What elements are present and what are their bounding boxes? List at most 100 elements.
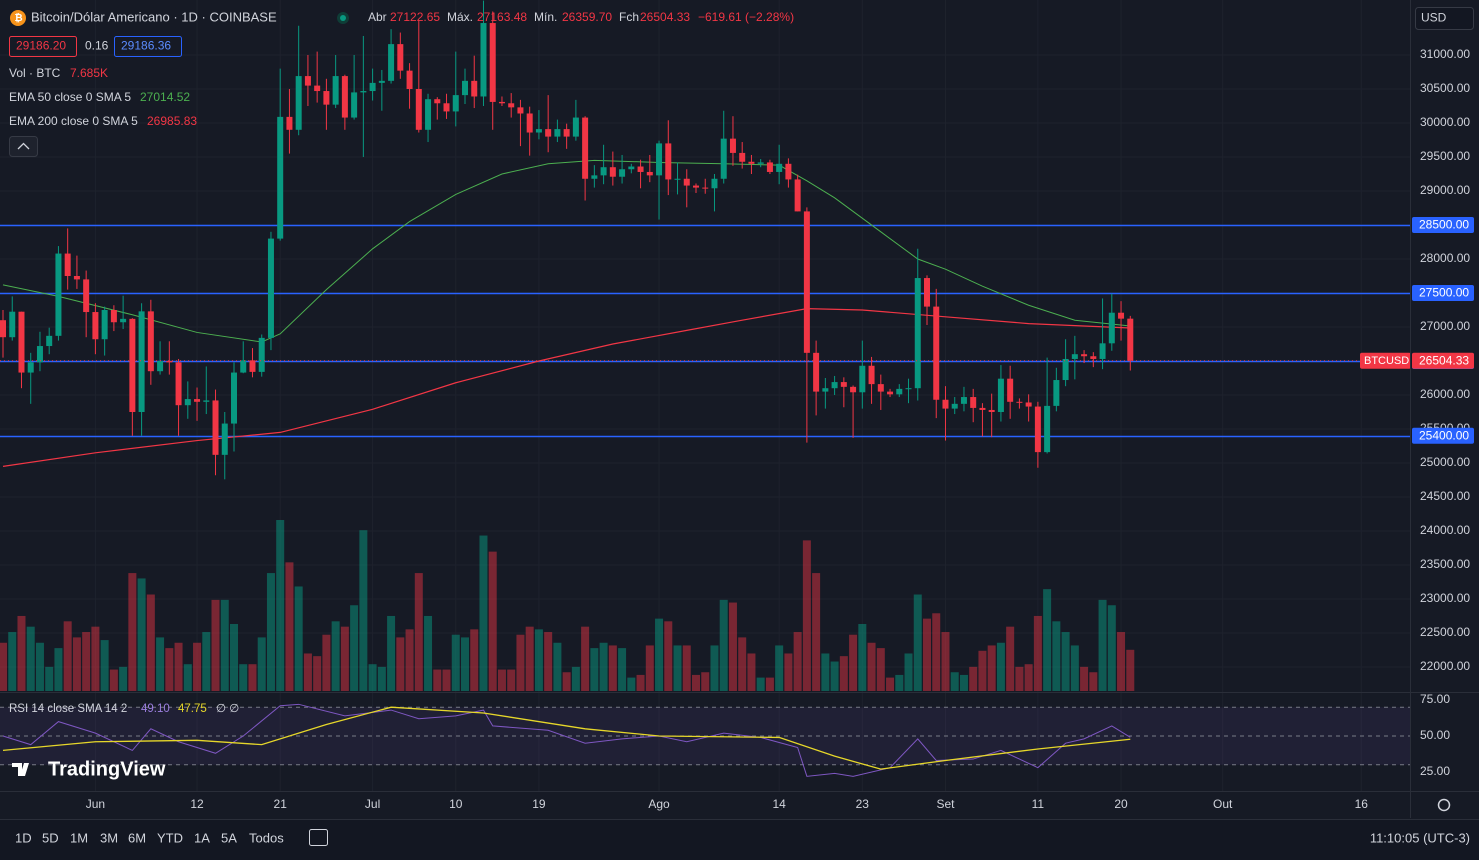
tradingview-logo: [12, 763, 29, 776]
range-button[interactable]: 6M: [128, 830, 146, 845]
volume-bar: [553, 642, 562, 691]
volume-bar: [1043, 589, 1052, 691]
collapse-legend-button[interactable]: [9, 136, 38, 157]
volume-bar: [728, 602, 737, 691]
candle-body: [656, 143, 663, 176]
y-tick-label: 25000.00: [1420, 455, 1470, 469]
legend-label: EMA 200 close 0 SMA 5: [9, 114, 138, 128]
candle-body: [240, 360, 247, 373]
x-tick-label: Jul: [365, 797, 380, 811]
y-tick-label: 23500.00: [1420, 557, 1470, 571]
ohlc-value: 26359.70: [562, 10, 612, 24]
range-button[interactable]: YTD: [157, 830, 183, 845]
candle-body: [46, 335, 53, 347]
currency-button[interactable]: [1415, 7, 1474, 30]
volume-bar: [230, 623, 238, 691]
candle-body: [406, 70, 413, 89]
volume-bar: [174, 642, 183, 691]
y-tick-label: 30000.00: [1420, 115, 1470, 129]
candle-body: [582, 117, 589, 179]
x-tick-label: 11: [1032, 797, 1045, 811]
candle-body: [258, 337, 265, 372]
volume-bar: [91, 626, 100, 691]
candle-body: [55, 253, 62, 336]
volume-bar: [461, 637, 469, 691]
volume-bar: [784, 653, 793, 691]
settings-icon[interactable]: [1437, 798, 1451, 812]
x-tick-label: 23: [856, 797, 870, 811]
volume-bar: [608, 645, 617, 691]
range-button[interactable]: Todos: [249, 830, 284, 845]
x-tick-label: Jun: [86, 797, 105, 811]
volume-bar: [72, 637, 81, 691]
currency: USD: [1421, 11, 1447, 25]
volume-bar: [1006, 626, 1015, 691]
volume-bar: [1015, 666, 1024, 691]
candle-body: [720, 138, 727, 179]
range-button[interactable]: 1D: [15, 830, 32, 845]
range-button[interactable]: 1A: [194, 830, 210, 845]
volume-bar: [599, 642, 608, 691]
range-button[interactable]: 5A: [221, 830, 237, 845]
ohlc-label: Abr: [368, 10, 387, 24]
candle-body: [711, 178, 718, 189]
candle-body: [221, 423, 228, 455]
volume-bar: [396, 637, 405, 691]
volume-bar: [54, 648, 63, 691]
volume-bar: [137, 578, 146, 691]
candle-body: [693, 185, 699, 188]
candle-body: [988, 409, 995, 412]
volume-bar: [488, 551, 497, 691]
volume-bar: [590, 648, 599, 691]
candle-body: [9, 311, 16, 338]
range-button[interactable]: 1M: [70, 830, 88, 845]
spread: 0.16: [85, 39, 109, 53]
candle-body: [231, 372, 237, 424]
volume-bar: [128, 573, 137, 691]
volume-bar: [165, 648, 174, 691]
header: ₿ Bitcoin/Dólar Americano · 1D · COINBAS…: [9, 7, 1474, 846]
volume-bar: [26, 626, 35, 691]
candle-body: [609, 167, 616, 177]
candle-body: [840, 382, 847, 387]
volume-bar: [211, 599, 220, 691]
volume-bar: [544, 632, 553, 691]
volume-bar: [100, 640, 109, 691]
candle-body: [138, 311, 145, 412]
volume-bar: [1061, 632, 1070, 691]
candle-body: [184, 399, 191, 406]
volume-bar: [830, 661, 839, 691]
x-tick-label: 10: [449, 797, 463, 811]
volume-bar: [765, 677, 774, 691]
candle-body: [665, 143, 672, 180]
rsi-pane: [0, 693, 1410, 791]
x-tick-label: Set: [936, 797, 955, 811]
y-tick-label: 31000.00: [1420, 47, 1470, 61]
candle-body: [471, 80, 478, 97]
candle-body: [794, 179, 801, 212]
replay-icon[interactable]: [309, 829, 328, 846]
volume-bar: [8, 632, 17, 691]
range-button[interactable]: 5D: [42, 830, 59, 845]
candle-body: [942, 399, 949, 409]
volume-bar: [913, 594, 922, 691]
price-tag: BTCUSD: [1364, 355, 1409, 367]
range-button[interactable]: 3M: [100, 830, 118, 845]
volume-bar: [618, 648, 627, 691]
sell-button[interactable]: [9, 36, 77, 57]
volume-bar: [350, 605, 359, 691]
rsi-sma-value: 47.75: [178, 703, 207, 715]
volume-bar: [202, 632, 211, 691]
volume-bar: [303, 653, 312, 691]
volume-bar: [821, 653, 830, 691]
ohlc-value: 27163.48: [477, 10, 527, 24]
candle-body: [1034, 406, 1041, 453]
volume-bar: [359, 530, 368, 691]
y-tick-label: 23000.00: [1420, 591, 1470, 605]
last-price-label: 26504.33: [1419, 353, 1469, 367]
price-change: −619.61 (−2.28%): [698, 10, 794, 24]
axes: 22000.00 22500.00 23000.00 23500.00 24000.00…: [86, 47, 1474, 811]
volume-bar: [239, 664, 248, 691]
buy-button[interactable]: [114, 36, 182, 57]
candle-body: [702, 187, 709, 189]
